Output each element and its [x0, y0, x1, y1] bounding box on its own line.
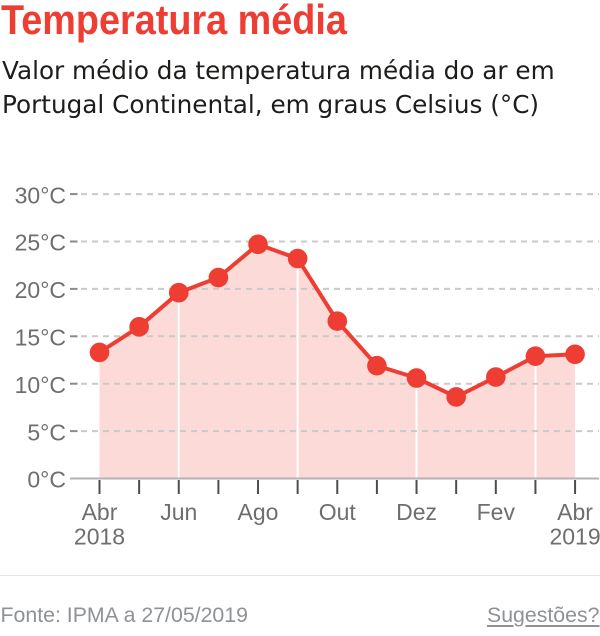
- x-axis-label: Dez: [396, 499, 437, 525]
- data-point-marker: [89, 342, 110, 363]
- y-axis-label: 0°C: [27, 467, 66, 493]
- data-point-marker: [129, 317, 149, 337]
- data-point-marker: [327, 311, 348, 331]
- data-point-marker: [168, 282, 189, 303]
- y-axis-label: 5°C: [27, 419, 66, 445]
- data-point-marker: [208, 267, 229, 288]
- y-axis-label: 20°C: [15, 277, 66, 303]
- x-axis-label: Abr: [557, 499, 593, 525]
- data-point-marker: [565, 344, 585, 365]
- data-point-marker: [248, 234, 268, 255]
- data-point-marker: [446, 387, 466, 407]
- x-axis-label: Out: [319, 499, 357, 525]
- x-axis-label: Jun: [160, 499, 197, 525]
- y-axis-label: 15°C: [15, 325, 66, 351]
- x-axis-label: 2019: [549, 524, 600, 550]
- source-note: Fonte: IPMA a 27/05/2019: [0, 603, 248, 627]
- x-axis-label: Ago: [238, 499, 279, 525]
- data-point-marker: [486, 367, 506, 387]
- x-axis-label: 2018: [74, 524, 125, 550]
- data-point-marker: [406, 368, 427, 388]
- x-axis-label: Abr: [82, 499, 118, 525]
- y-axis-label: 10°C: [15, 372, 66, 398]
- y-axis-label: 25°C: [15, 230, 66, 256]
- chart-title: Temperatura média: [1, 0, 347, 43]
- y-axis-label: 30°C: [15, 182, 66, 208]
- suggestions-link[interactable]: Sugestões?: [487, 603, 600, 627]
- data-point-marker: [525, 346, 546, 367]
- x-axis-label: Fev: [477, 499, 516, 525]
- data-point-marker: [367, 355, 387, 376]
- footer-divider: [0, 575, 600, 576]
- data-point-marker: [287, 248, 308, 269]
- chart-subtitle: Valor médio da temperatura média do ar e…: [2, 56, 555, 120]
- area-fill: [99, 244, 576, 479]
